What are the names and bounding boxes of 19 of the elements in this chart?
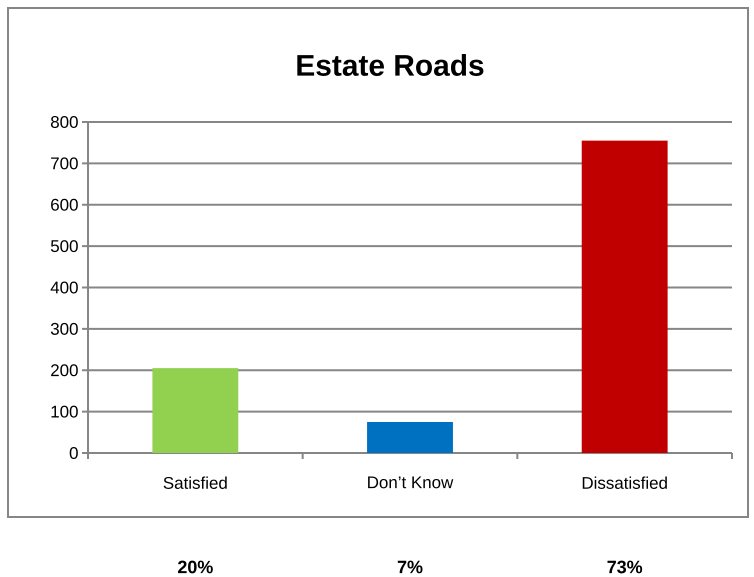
text: 20%: [178, 560, 213, 574]
y-tick-label: 500: [50, 240, 78, 252]
bar: [582, 140, 668, 453]
y-tick-label: 100: [52, 406, 78, 418]
y-tick-label: 200: [51, 364, 78, 376]
bar: [367, 422, 453, 453]
x-tick-label: Don’t Know: [368, 476, 454, 488]
y-tick-label: 700: [51, 157, 78, 170]
text: 7%: [398, 560, 422, 574]
y-tick-label: 600: [51, 198, 78, 211]
y-tick-label: 800: [50, 116, 78, 128]
y-tick-label: 400: [50, 281, 78, 294]
chart-title: Estate Roads: [297, 54, 484, 76]
text: 73%: [607, 560, 642, 574]
x-tick-label: Satisfied: [164, 476, 227, 489]
y-tick-label: 300: [50, 322, 78, 335]
y-tick-label: 0: [70, 446, 78, 459]
x-tick-label: Dissatisfied: [582, 476, 667, 489]
bar: [152, 368, 238, 453]
